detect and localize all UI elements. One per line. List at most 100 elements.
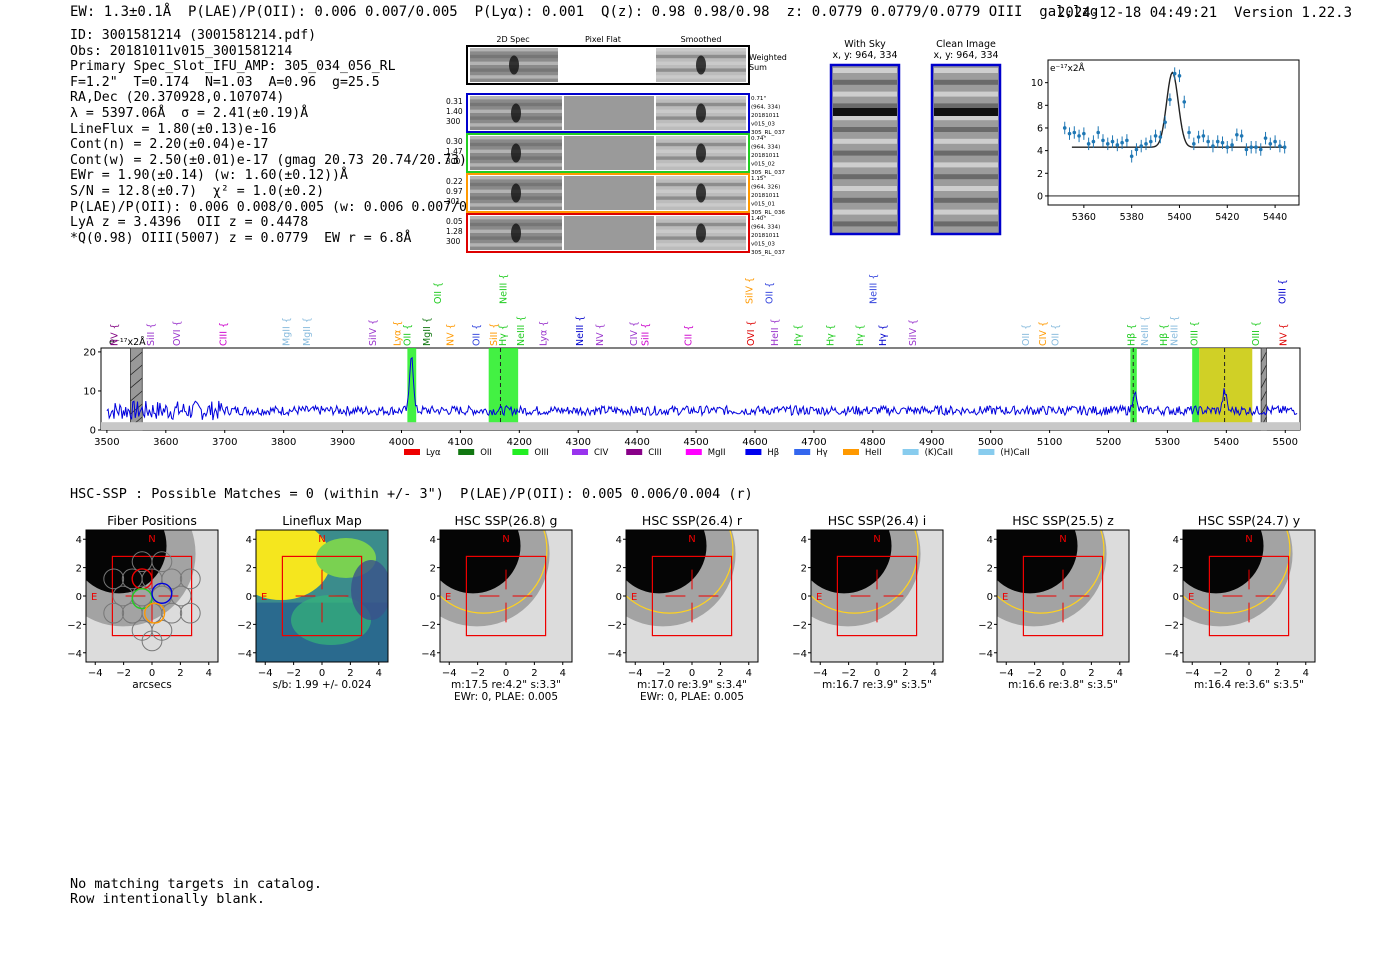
legend-swatch: [512, 449, 529, 455]
galaxy-core: [86, 530, 167, 594]
lineflux-low2: [351, 560, 388, 620]
detection-info: ID: 3001581214 (3001581214.pdf) Obs: 2018…: [70, 28, 507, 246]
with-sky-coords: x, y: 964, 334: [832, 50, 897, 61]
spec-xtick-label: 3900: [330, 437, 355, 448]
fiber-meta: 20181011: [751, 113, 780, 119]
panel-subtitle-2: EWr: 0, PLAE: 0.005: [454, 691, 558, 703]
spec-xtick-label: 4600: [742, 437, 767, 448]
line-id-label: NV {: [445, 323, 456, 346]
panel-xtick-label: −4: [999, 668, 1014, 679]
info-line: λ = 5397.06Å σ = 2.41(±0.19)Å: [70, 105, 309, 121]
spec-mask-hatch: [130, 351, 143, 363]
legend-label: CIV: [594, 448, 608, 458]
clean-image-row: [934, 162, 998, 168]
spec-mask-hatch: [1260, 351, 1267, 363]
line-id-label: CII {: [683, 325, 694, 346]
hsc-summary: HSC-SSP : Possible Matches = 0 (within +…: [70, 486, 753, 502]
line-id-group: OVI {: [172, 320, 183, 346]
fiber-2dspec-emission: [511, 183, 521, 203]
info-line: Primary Spec_Slot_IFU_AMP: 305_034_056_R…: [70, 59, 396, 75]
info-line: *Q(0.98) OIII(5007) z = 0.0779 EW r = 6.…: [70, 230, 412, 246]
info-line: Cont(n) = 2.20(±0.04)e-17: [70, 137, 269, 153]
zoom-data-point: [1139, 144, 1144, 148]
zoom-data-point: [1120, 140, 1124, 145]
fiber-highlight-circle: [131, 588, 153, 610]
line-id-label: OVI {: [746, 320, 757, 346]
compass-east: E: [91, 592, 97, 603]
fiber-meta: 20181011: [751, 233, 780, 239]
spec-highlight-band: [1199, 348, 1253, 430]
spec-mask-hatch: [1260, 390, 1267, 402]
zoom-data-point: [1144, 142, 1148, 146]
line-id-label: OIII {: [1251, 321, 1262, 346]
panel-ytick-label: −2: [237, 620, 252, 631]
zoom-data-point: [1215, 139, 1220, 144]
zoom-data-point: [1278, 144, 1282, 148]
with-sky-row: [833, 174, 897, 180]
fiber-2dspec-stripe: [470, 123, 562, 127]
panel-xtick-label: −4: [258, 668, 273, 679]
zoom-data-point: [1239, 134, 1244, 138]
zoom-data-point: [1263, 136, 1268, 140]
fiber-highlight-circle: [144, 602, 166, 624]
fiber-smoothed-emission: [696, 223, 706, 243]
imaging-panels: Fiber Positions N E 4 2 0 −2 −4 −4 −2 0 2 4 arcsecs Li…: [67, 513, 1316, 703]
fiber-meta: v015_01: [751, 202, 775, 208]
zoom-data-point: [1110, 139, 1115, 144]
panel-ytick-label: 2: [801, 564, 807, 575]
galaxy-core: [811, 530, 892, 594]
timestamp: 2024-12-18 04:49:21: [1057, 5, 1218, 21]
weighted-smoothed-stripe: [656, 48, 746, 52]
zoom-data-point: [1206, 139, 1210, 144]
fiber-2dspec-stripe: [470, 176, 562, 180]
fiber-smoothed-stripe: [656, 216, 746, 220]
fiber-meta: 305_RL_037: [751, 130, 785, 136]
panel-ytick-label: 4: [801, 535, 807, 546]
panel-ytick-label: 2: [987, 564, 993, 575]
line-id-label: OIII {: [1190, 321, 1201, 346]
line-id-group: SiIV {: [368, 319, 379, 346]
line-id-label: OII {: [765, 282, 776, 304]
fiber-2dspec-stripe: [470, 243, 562, 247]
spec-xtick-label: 5200: [1096, 437, 1121, 448]
line-id-label: NeIII {: [1170, 316, 1181, 346]
fiber-circle: [103, 602, 125, 624]
fiber-2dspec-stripe: [470, 163, 562, 167]
ellipse-aperture: [811, 530, 919, 614]
line-id-label: Hγ {: [498, 324, 509, 346]
line-id-label: OII {: [1021, 324, 1032, 346]
weighted-2dspec-stripe: [470, 48, 558, 52]
line-id-label: HeII {: [770, 318, 781, 346]
compass-east: E: [261, 592, 267, 603]
spec-xtick-label: 4300: [566, 437, 591, 448]
panel-xtick-label: 0: [874, 668, 880, 679]
legend-swatch: [902, 449, 919, 455]
panel-xtick-label: 4: [1117, 668, 1123, 679]
zoom-data-point: [1273, 139, 1277, 144]
panel-xtick-label: −2: [470, 668, 485, 679]
panel-xtick-label: −4: [813, 668, 828, 679]
panel-ytick-label: −2: [67, 620, 82, 631]
panel-ytick-label: −4: [1164, 649, 1179, 660]
line-id-label: Lyα {: [538, 321, 549, 346]
panel-ytick-label: 2: [616, 564, 622, 575]
zoom-data-point: [1230, 143, 1234, 147]
line-id-group: OII {: [765, 282, 776, 304]
clean-image-row: [934, 209, 998, 215]
panel-xtick-label: −2: [286, 668, 301, 679]
with-sky-row: [833, 68, 897, 73]
line-id-group: NeIII {: [1140, 316, 1151, 346]
fiber-stat: 0.30: [446, 137, 463, 146]
panel-ytick-label: 4: [616, 535, 622, 546]
compass-north: N: [502, 534, 509, 545]
panel-xtick-label: −2: [1027, 668, 1042, 679]
panel-image: [811, 530, 943, 662]
fiber-meta: (964, 334): [751, 225, 780, 231]
galaxy-core: [1183, 530, 1264, 594]
info-line: ID: 3001581214 (3001581214.pdf): [70, 28, 317, 43]
zoom-data-point: [1249, 145, 1253, 150]
legend-label: Hβ: [767, 448, 779, 458]
panel-image: [1183, 530, 1315, 662]
compass-north: N: [318, 534, 325, 545]
with-sky-row: [833, 103, 897, 109]
